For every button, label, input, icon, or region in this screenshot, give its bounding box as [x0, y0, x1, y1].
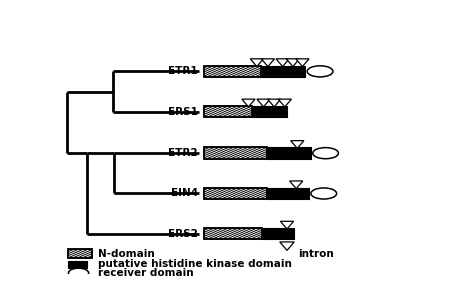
Text: ERS2: ERS2: [168, 229, 198, 239]
Bar: [204, 228, 263, 240]
Ellipse shape: [68, 268, 89, 278]
Polygon shape: [290, 181, 303, 188]
Polygon shape: [250, 59, 264, 67]
Polygon shape: [291, 141, 304, 148]
Bar: [204, 188, 267, 199]
Bar: [204, 148, 267, 159]
Bar: [68, 261, 87, 268]
Bar: [261, 66, 305, 77]
Ellipse shape: [307, 66, 333, 77]
Bar: [204, 188, 267, 199]
Polygon shape: [278, 99, 292, 107]
Bar: [267, 148, 311, 159]
Polygon shape: [280, 242, 294, 250]
Polygon shape: [267, 99, 281, 107]
Bar: [204, 106, 252, 117]
Text: N-domain: N-domain: [98, 249, 155, 259]
Bar: [68, 249, 92, 258]
Polygon shape: [261, 59, 274, 67]
Bar: [267, 188, 309, 199]
Bar: [263, 228, 293, 240]
Bar: [204, 66, 261, 77]
Polygon shape: [286, 59, 300, 67]
Bar: [68, 249, 92, 258]
Text: receiver domain: receiver domain: [98, 268, 193, 278]
Bar: [252, 106, 287, 117]
Bar: [204, 228, 263, 240]
Text: putative histidine kinase domain: putative histidine kinase domain: [98, 259, 292, 269]
Text: ETR1: ETR1: [168, 66, 198, 76]
Bar: [204, 66, 261, 77]
Polygon shape: [257, 99, 270, 107]
Ellipse shape: [313, 148, 338, 159]
Polygon shape: [276, 59, 289, 67]
Ellipse shape: [311, 188, 337, 199]
Bar: [204, 106, 252, 117]
Text: intron: intron: [298, 249, 334, 259]
Text: ETR2: ETR2: [168, 148, 198, 158]
Polygon shape: [281, 221, 293, 229]
Bar: [204, 148, 267, 159]
Text: EIN4: EIN4: [171, 188, 198, 198]
Polygon shape: [296, 59, 309, 67]
Text: ERS1: ERS1: [168, 107, 198, 117]
Polygon shape: [242, 99, 255, 107]
